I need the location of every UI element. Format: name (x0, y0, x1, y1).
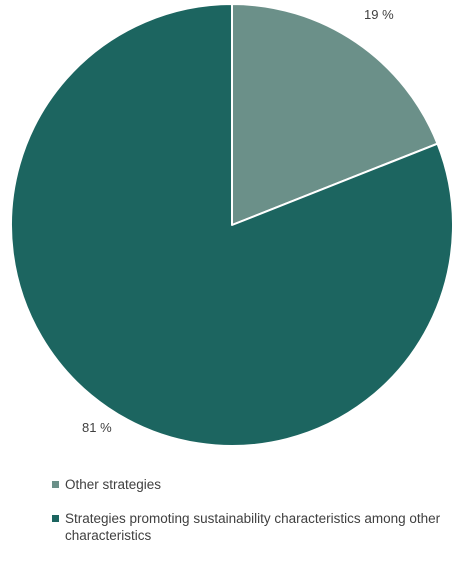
legend-label-other-strategies: Other strategies (65, 477, 162, 492)
legend: Other strategies Strategies promoting su… (52, 476, 442, 561)
legend-item-other-strategies: Other strategies (52, 476, 442, 493)
legend-label-sustainability-strategies: Strategies promoting sustainability char… (65, 511, 441, 543)
pie-slices (10, 3, 452, 447)
legend-item-sustainability-strategies: Strategies promoting sustainability char… (52, 510, 442, 544)
pie-labels: 19 % 81 % (82, 7, 394, 435)
legend-swatch-sustainability-strategies (52, 515, 59, 522)
legend-swatch-other-strategies (52, 481, 59, 488)
pie-chart: 19 % 81 % (10, 3, 452, 447)
pie-slice-label-1: 81 % (82, 420, 112, 435)
pie-slice-label-0: 19 % (364, 7, 394, 22)
pie-slice-0 (231, 3, 439, 226)
pie-slice-1 (10, 3, 452, 447)
